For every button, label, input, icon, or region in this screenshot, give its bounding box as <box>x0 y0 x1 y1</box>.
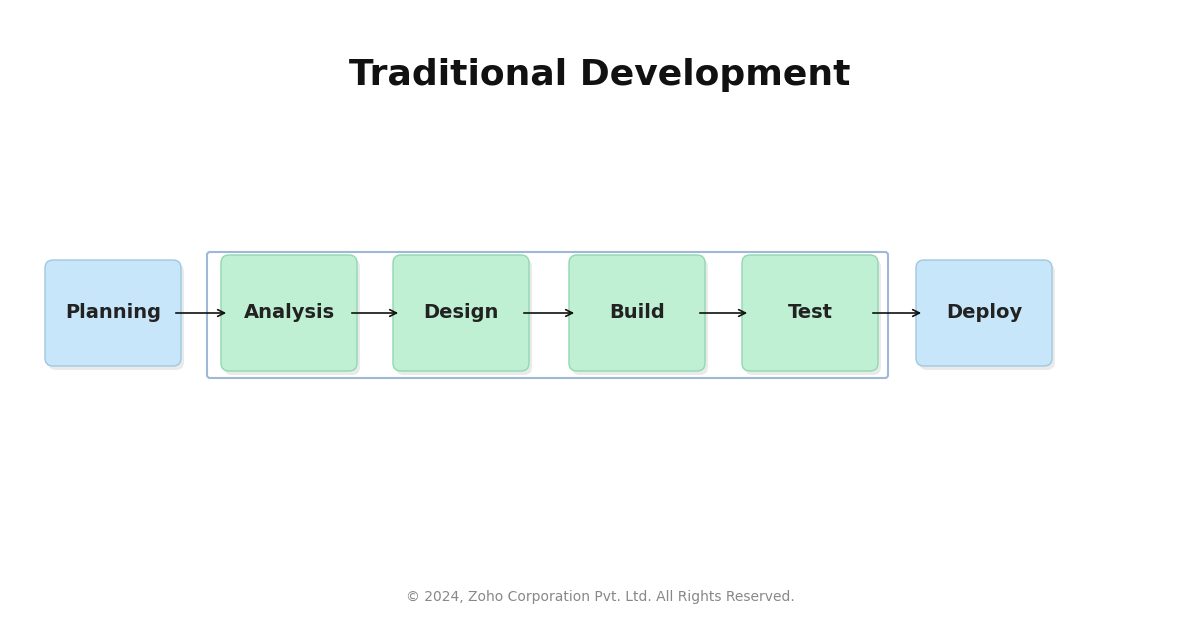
FancyBboxPatch shape <box>569 255 706 371</box>
FancyBboxPatch shape <box>396 259 532 375</box>
Text: Traditional Development: Traditional Development <box>349 58 851 92</box>
FancyBboxPatch shape <box>916 260 1052 366</box>
FancyBboxPatch shape <box>224 259 360 375</box>
FancyBboxPatch shape <box>919 264 1055 370</box>
FancyBboxPatch shape <box>572 259 708 375</box>
FancyBboxPatch shape <box>46 260 181 366</box>
Text: Test: Test <box>787 303 833 322</box>
Text: Build: Build <box>610 303 665 322</box>
Text: © 2024, Zoho Corporation Pvt. Ltd. All Rights Reserved.: © 2024, Zoho Corporation Pvt. Ltd. All R… <box>406 590 794 604</box>
Text: Analysis: Analysis <box>244 303 335 322</box>
FancyBboxPatch shape <box>742 255 878 371</box>
Text: Design: Design <box>424 303 499 322</box>
FancyBboxPatch shape <box>221 255 358 371</box>
FancyBboxPatch shape <box>394 255 529 371</box>
FancyBboxPatch shape <box>745 259 881 375</box>
FancyBboxPatch shape <box>48 264 184 370</box>
Text: Planning: Planning <box>65 303 161 322</box>
Text: Deploy: Deploy <box>946 303 1022 322</box>
